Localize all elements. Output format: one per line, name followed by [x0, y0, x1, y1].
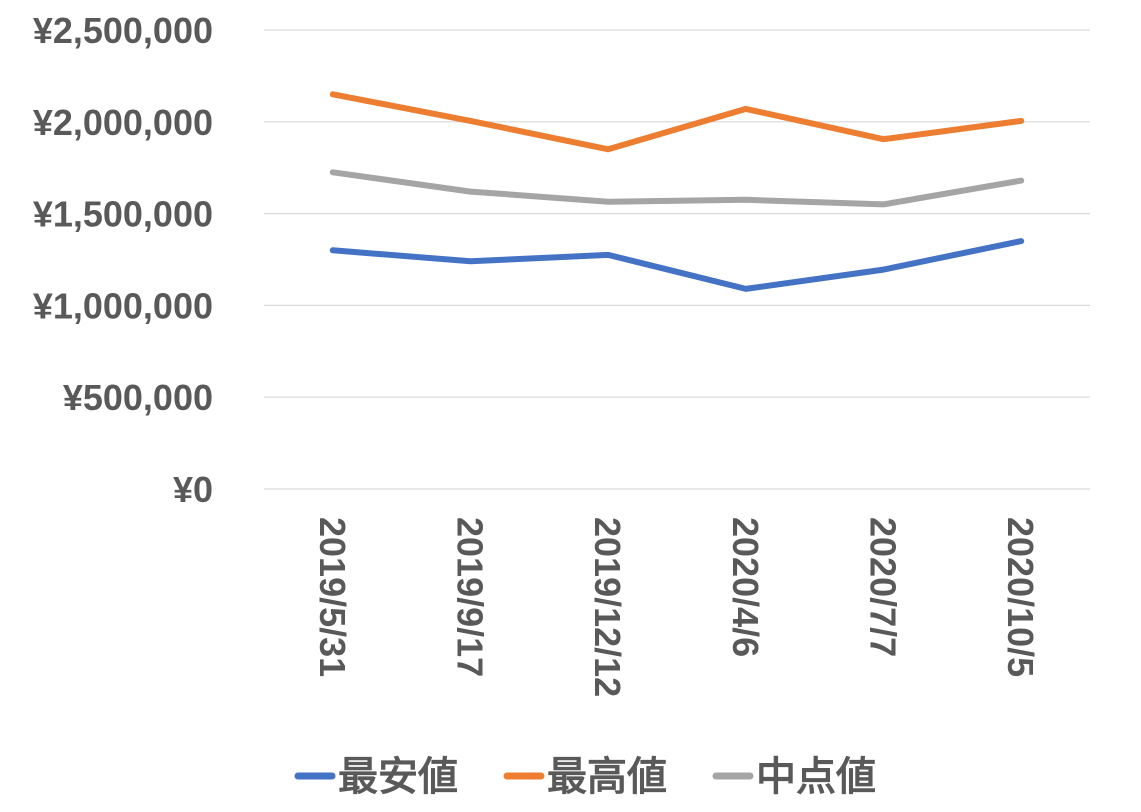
- x-tick-label: 2019/5/31: [312, 517, 353, 677]
- y-tick-label: ¥1,500,000: [33, 194, 213, 235]
- x-tick-label: 2020/7/7: [863, 517, 904, 657]
- legend: 最安値 最高値 中点値: [294, 754, 876, 800]
- x-tick-label: 2020/4/6: [725, 517, 766, 657]
- y-tick-label: ¥0: [173, 469, 213, 510]
- x-tick-label: 2019/12/12: [587, 517, 628, 697]
- gridlines: [264, 29, 1090, 490]
- y-tick-label: ¥2,000,000: [33, 102, 213, 143]
- y-tick-label: ¥500,000: [63, 377, 213, 418]
- legend-label: 最高値: [547, 754, 667, 800]
- series-lines: [329, 91, 1025, 292]
- x-tick-label: 2019/9/17: [450, 517, 491, 677]
- series-line-1: [329, 238, 1025, 292]
- series-line-2: [329, 91, 1025, 153]
- x-tick-label: 2020/10/5: [1000, 517, 1041, 677]
- y-axis-tick-labels: ¥0 ¥500,000 ¥1,000,000 ¥1,500,000 ¥2,000,000…: [33, 10, 213, 510]
- x-axis-tick-labels: 2019/5/31 2019/9/17 2019/12/12 2020/4/6 2020…: [312, 517, 1041, 697]
- legend-label: 最安値: [338, 754, 458, 800]
- y-tick-label: ¥2,500,000: [33, 10, 213, 51]
- legend-label: 中点値: [756, 754, 876, 800]
- series-line-3: [329, 169, 1025, 208]
- y-tick-label: ¥1,000,000: [33, 285, 213, 326]
